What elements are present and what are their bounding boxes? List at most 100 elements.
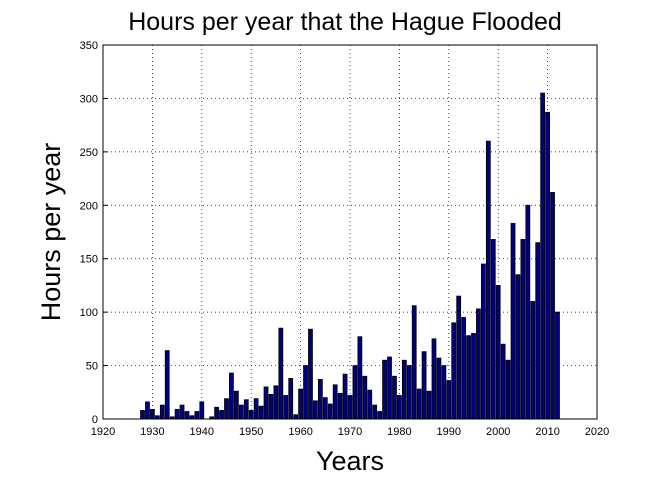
bar <box>490 239 496 420</box>
bar <box>392 375 397 420</box>
bar <box>322 397 328 420</box>
bar <box>298 388 303 420</box>
bar <box>278 327 284 420</box>
bar <box>283 395 289 420</box>
x-tick-label: 1950 <box>239 426 263 438</box>
bar <box>367 389 373 420</box>
bar <box>234 390 239 420</box>
x-tick-label: 1980 <box>387 426 411 438</box>
bar <box>243 399 249 420</box>
bar <box>337 392 343 420</box>
bar <box>273 385 279 420</box>
bar <box>500 343 506 420</box>
bar <box>510 223 516 420</box>
y-tick-label: 200 <box>80 200 98 212</box>
bar <box>540 92 546 420</box>
bar <box>476 308 481 420</box>
bar <box>446 380 452 420</box>
bar <box>219 410 224 420</box>
bar <box>436 357 442 420</box>
bar <box>515 274 521 420</box>
bar <box>372 404 378 420</box>
x-tick-label: 1930 <box>140 426 164 438</box>
bar <box>362 375 368 420</box>
bar <box>357 336 363 420</box>
x-tick-label: 2020 <box>585 426 609 438</box>
bar <box>308 328 313 420</box>
y-tick-label: 300 <box>80 93 98 105</box>
bar <box>377 411 383 420</box>
bar <box>530 301 536 420</box>
axes-box <box>102 44 598 420</box>
bar <box>313 400 318 420</box>
bar <box>263 386 269 420</box>
bar <box>293 414 299 420</box>
bar <box>179 404 185 420</box>
bar <box>397 395 402 420</box>
bar <box>535 242 541 420</box>
bar <box>555 311 560 420</box>
y-tick-label: 100 <box>80 307 98 319</box>
bar <box>416 388 422 420</box>
bar <box>401 359 407 420</box>
bar <box>485 140 491 420</box>
bar <box>145 401 150 420</box>
bar <box>150 408 155 420</box>
chart-title: Hours per year that the Hague Flooded <box>128 8 562 36</box>
bar <box>387 356 392 420</box>
bar <box>184 411 190 420</box>
bar <box>327 403 333 420</box>
x-tick-label: 1970 <box>338 426 362 438</box>
bar <box>317 379 323 420</box>
bar <box>451 322 457 420</box>
bar <box>288 377 294 420</box>
bar <box>342 373 348 420</box>
bar <box>199 401 205 420</box>
x-tick-label: 2000 <box>486 426 510 438</box>
x-tick-label: 1940 <box>190 426 214 438</box>
bar <box>441 365 447 420</box>
bar <box>248 410 254 420</box>
bar <box>174 408 180 420</box>
y-tick-label: 350 <box>80 40 98 52</box>
bar <box>258 405 264 420</box>
bar <box>253 398 259 420</box>
bar <box>159 404 165 420</box>
bar <box>426 390 432 420</box>
x-tick-label: 1960 <box>288 426 312 438</box>
bar <box>421 351 427 420</box>
bar <box>520 239 526 420</box>
x-tick-label: 2010 <box>535 426 559 438</box>
bar <box>495 285 501 420</box>
y-tick-label: 250 <box>80 147 98 159</box>
bar <box>431 338 437 420</box>
bar <box>238 404 244 420</box>
bar <box>456 295 462 420</box>
bar <box>466 335 471 420</box>
x-tick-label: 1990 <box>437 426 461 438</box>
bar <box>352 365 358 420</box>
bar <box>411 305 417 420</box>
bar <box>550 192 555 420</box>
bar <box>303 365 308 420</box>
bar <box>224 398 229 420</box>
bar <box>268 394 274 420</box>
bar <box>382 359 387 420</box>
y-tick-label: 0 <box>92 414 98 426</box>
y-tick-label: 150 <box>80 254 98 266</box>
bar <box>194 411 200 420</box>
bar <box>545 111 550 420</box>
x-tick-label: 1920 <box>91 426 115 438</box>
bar <box>229 372 234 420</box>
bar <box>347 395 353 420</box>
y-tick-label: 50 <box>86 361 98 373</box>
bar <box>525 204 531 420</box>
bar <box>461 317 466 420</box>
bar <box>164 350 170 420</box>
y-axis-label: Hours per year <box>36 143 66 322</box>
bar <box>140 410 145 420</box>
bar <box>481 263 486 420</box>
bar <box>214 406 219 420</box>
x-axis-label: Years <box>316 446 384 476</box>
